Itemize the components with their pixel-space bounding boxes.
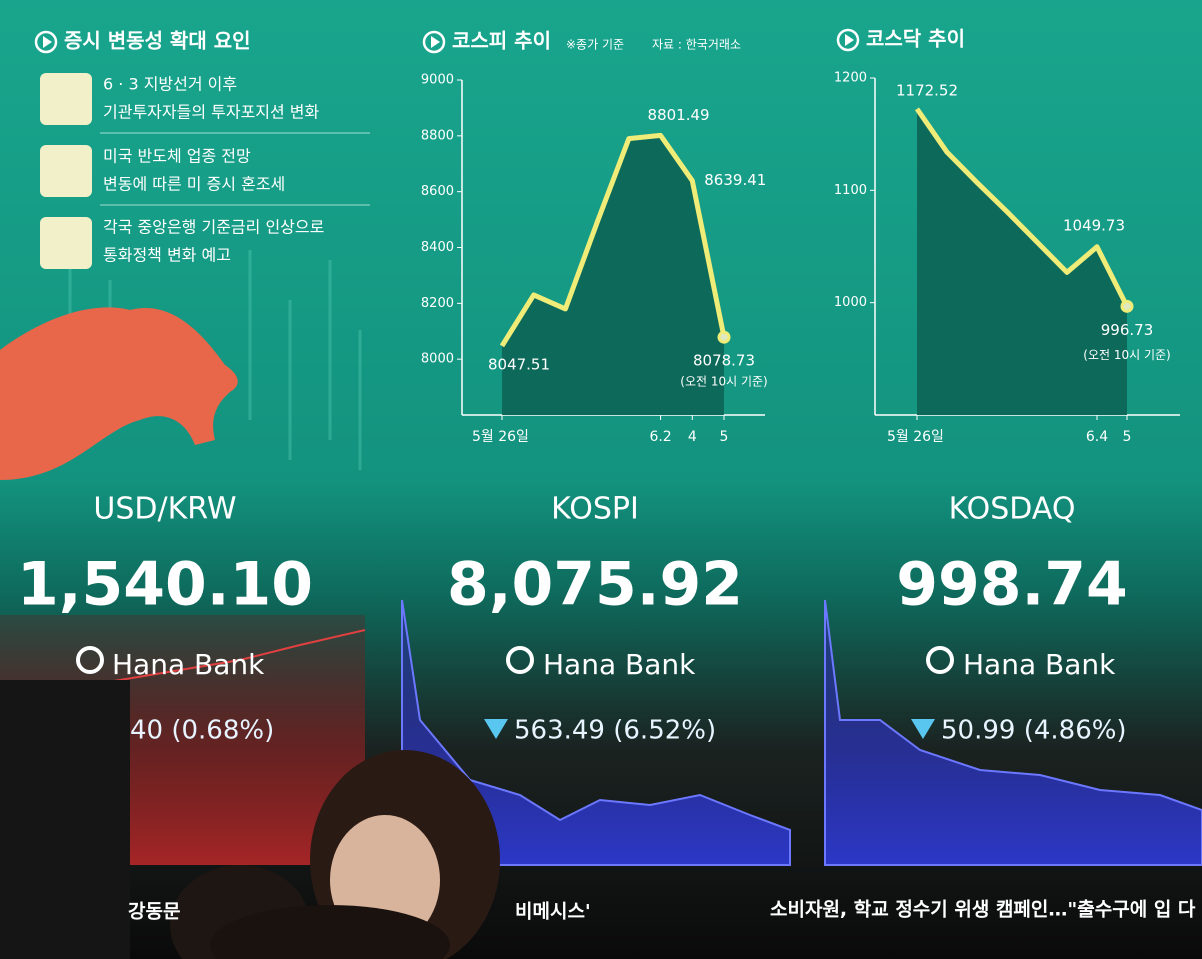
board-value: 998.74 [896,550,1128,620]
line [914,107,1130,308]
factor-text: 각국 중앙은행 기준금리 인상으로 [103,218,324,237]
monitor-silhouette [0,680,130,959]
play-icon [431,36,440,48]
factors-title: 증시 변동성 확대 요인 [64,29,251,53]
ticker-text: 강동문 [128,901,180,923]
play-icon [836,28,860,52]
item-icon [40,217,92,269]
factor-text: 기관투자자들의 투자포지션 변화 [103,103,320,122]
value-label: 996.73 [1101,321,1154,339]
y-tick-label: 8200 [421,296,454,311]
value-label: 8078.73 [693,352,755,370]
area [917,108,1127,415]
item-icon [40,145,92,197]
factor-text: 통화정책 변화 예고 [103,246,231,265]
y-tick-label: 8600 [421,184,454,199]
down-arrow [484,719,508,739]
value-label: 1172.52 [896,81,958,99]
down-arrow [911,719,935,739]
play-icon [845,34,854,46]
chart-title: 코스닥 추이 [866,27,965,51]
board-change: 50.99 (4.86%) [941,716,1127,746]
ticker-text: 소비자원, 학교 정수기 위생 캠페인…"출수구에 입 다 [770,899,1196,921]
bank-name: Hana Bank [543,648,696,681]
play-icon [43,36,52,48]
annotation: (오전 10시 기준) [1083,348,1170,362]
x-tick-label: 5월 26일 [472,429,529,445]
x-tick-label: 5월 26일 [887,429,944,445]
chart-title: 코스피 추이 [452,29,551,53]
area [502,135,724,416]
y-tick-label: 9000 [421,73,454,88]
bear-illustration [0,307,238,480]
play-icon [34,30,58,54]
bank-name: Hana Bank [963,648,1116,681]
value-label: 8047.51 [488,355,550,373]
chart-source: 자료 : 한국거래소 [652,38,741,52]
bank-logos [76,646,954,674]
x-tick-label: 6.4 [1086,429,1108,445]
annotation: (오전 10시 기준) [680,375,767,389]
board-value: 1,540.10 [17,550,313,620]
factor-text: 변동에 따른 미 증시 혼조세 [103,175,285,194]
y-tick-label: 1100 [834,183,867,198]
factor-text: 미국 반도체 업종 전망 [103,147,251,166]
person-silhouette [210,905,450,959]
value-label: 8801.49 [648,106,710,124]
board-change: 40 (0.68%) [130,716,274,746]
bank-name: Hana Bank [112,648,265,681]
board-name: KOSPI [551,492,639,527]
board-name: KOSDAQ [949,492,1076,527]
y-tick-label: 8000 [421,352,454,367]
end-point [717,330,731,344]
value-label: 1049.73 [1063,216,1125,234]
x-tick-label: 5 [1123,429,1132,445]
play-icon [422,30,446,54]
item-icon [40,73,92,125]
x-tick-label: 4 [688,429,697,445]
ticker-text: 비메시스' [515,901,591,923]
value-label: 8639.41 [704,171,766,189]
factor-text: 6 · 3 지방선거 이후 [103,75,237,94]
board-value: 8,075.92 [447,550,743,620]
y-tick-label: 8800 [421,128,454,143]
chart-subtitle: ※종가 기준 [566,38,624,52]
kosdaq-panel-bg [824,599,1202,866]
y-tick-label: 8400 [421,240,454,255]
y-tick-label: 1200 [834,71,867,86]
board-name: USD/KRW [93,492,236,527]
x-tick-label: 6.2 [649,429,671,445]
y-tick-label: 1000 [834,295,867,310]
board-change: 563.49 (6.52%) [514,716,716,746]
line [499,132,727,348]
end-point [1120,299,1134,313]
x-tick-label: 5 [720,429,729,445]
